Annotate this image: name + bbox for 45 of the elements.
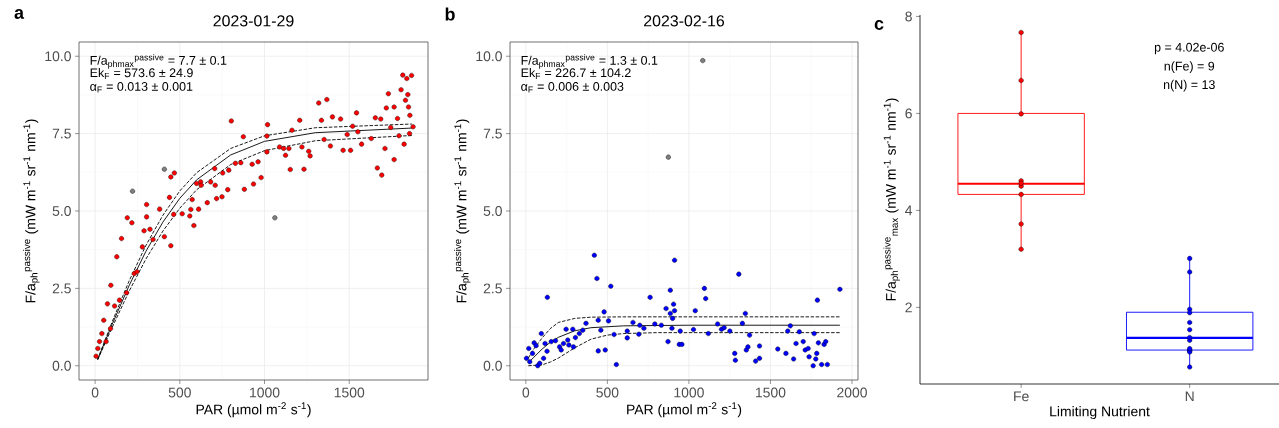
x-tick-label: 500 (596, 387, 619, 398)
y-tick-label: 6 (905, 108, 912, 119)
annotation: α$_{F}$ = 0.013 ± 0.001 (90, 82, 193, 93)
x-tick-label: 0 (91, 387, 99, 398)
y-tick-label: 10.0 (45, 51, 71, 62)
x-tick-label: 2000 (837, 387, 867, 398)
y-tick-label: 5.0 (52, 206, 71, 216)
x-axis-title: PAR (µmol m$^{-2}$ s$^{-1}$) (627, 402, 742, 418)
annotation: n(Fe) = 9 (1164, 61, 1215, 73)
y-tick-label: 2 (905, 302, 912, 313)
x-tick-label: 1000 (674, 387, 704, 398)
text: F/a$_{ph}$passive$_{max}$ (mW m$^{-1}$ sr$^{-1}$ nm$^{-1}$) (883, 98, 900, 301)
text: a (14, 9, 25, 19)
y-tick-label: 2.5 (52, 283, 71, 294)
y-tick-label: 7.5 (483, 128, 502, 139)
x-tick-label: 1500 (755, 387, 786, 398)
y-tick-label: 8 (905, 11, 912, 22)
y-tick-label: 4 (905, 205, 913, 216)
y-tick-label: 0.0 (52, 360, 71, 371)
y-tick-label: 7.5 (52, 128, 71, 139)
text: F/a$_{ph}$$^{passive}$ (mW m$^{-1}$ sr$^{-1}$ nm$^{-1}$) (454, 119, 471, 303)
annotation: Ek$_{F}$ = 573.6 ± 24.9 (90, 68, 193, 79)
chart-title: 2023-01-29 (213, 15, 294, 27)
annotation: Ek$_{F}$ = 226.7 ± 104.2 (521, 68, 631, 79)
annotation: F/a$_{phmax}$$^{passive}$ = 1.3 ± 0.1 (521, 54, 658, 69)
x-tick-label: 0 (522, 387, 530, 398)
y-tick-label: 0.0 (483, 360, 502, 371)
chart-title: 2023-02-16 (644, 15, 725, 27)
annotation: p = 4.02e-06 (1154, 42, 1224, 55)
annotation: n(N) = 13 (1163, 79, 1215, 92)
x-axis-title: PAR (µmol m$^{-2}$ s$^{-1}$) (196, 402, 311, 418)
annotation: α$_{F}$ = 0.006 ± 0.003 (521, 82, 624, 93)
text: b (445, 7, 455, 21)
text: c (874, 20, 884, 30)
x-tick-label: 500 (168, 387, 191, 398)
x-tick-label: N (1185, 391, 1194, 402)
y-tick-label: 2.5 (483, 283, 502, 294)
x-tick-label: Fe (1014, 391, 1029, 402)
x-tick-label: 1500 (334, 387, 365, 398)
text: F/a$_{ph}$$^{passive}$ (mW m$^{-1}$ sr$^{-1}$ nm$^{-1}$) (23, 119, 40, 303)
annotation: F/a$_{phmax}$$^{passive}$ = 7.7 ± 0.1 (90, 54, 227, 69)
y-tick-label: 10.0 (476, 51, 502, 62)
x-tick-label: 1000 (250, 387, 280, 398)
y-tick-label: 5.0 (483, 206, 502, 216)
x-axis-title: Limiting Nutrient (1050, 406, 1150, 420)
